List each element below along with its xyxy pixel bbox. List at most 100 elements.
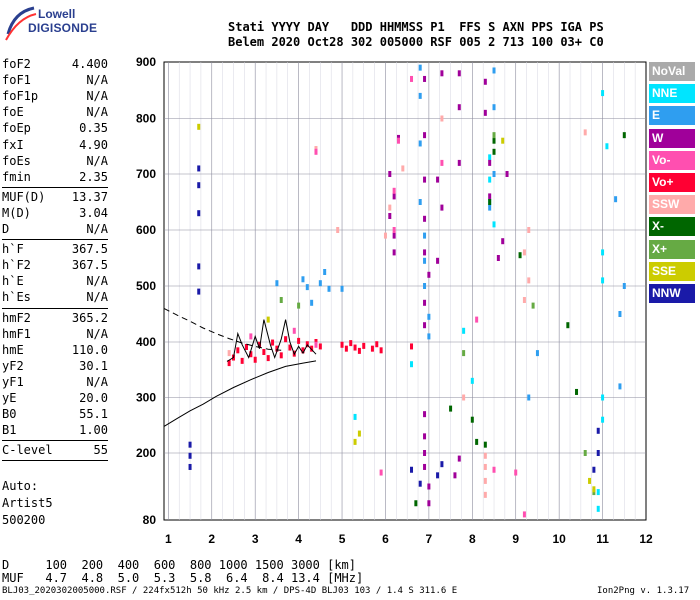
muf-row: MUF 4.7 4.8 5.0 5.3 5.8 6.4 8.4 13.4 [MH…: [2, 571, 364, 585]
data-point: [470, 416, 474, 423]
param-name: fxI: [2, 137, 24, 152]
data-point: [601, 90, 605, 97]
param-value: 0.35: [79, 121, 108, 136]
data-point: [275, 345, 279, 352]
legend-item: W: [649, 128, 695, 148]
param-value: 367.5: [71, 242, 108, 257]
data-point: [583, 450, 587, 456]
param-name: fmin: [2, 169, 31, 184]
param-name: foEp: [2, 121, 31, 136]
param-value: N/A: [86, 374, 108, 389]
data-point: [566, 322, 570, 329]
data-point: [353, 344, 357, 351]
legend-item: NoVal: [649, 62, 695, 81]
data-point: [492, 148, 496, 155]
data-point: [601, 249, 605, 256]
param-value: 3.04: [79, 205, 108, 220]
y-tick-label: 600: [136, 223, 156, 237]
y-tick-label: 300: [136, 391, 156, 405]
data-point: [418, 140, 422, 147]
data-point: [440, 70, 444, 77]
data-point: [314, 148, 318, 155]
data-point: [227, 350, 231, 357]
data-point: [535, 350, 539, 357]
logo-line2: DIGISONDE: [28, 21, 98, 35]
data-point: [527, 277, 531, 284]
auto-code: 500200: [2, 513, 46, 527]
data-point: [301, 347, 305, 354]
data-point: [501, 137, 505, 144]
data-point: [327, 285, 331, 292]
param-value: N/A: [86, 274, 108, 289]
data-point: [279, 352, 283, 359]
x-tick-label: 6: [382, 532, 389, 546]
data-point: [596, 505, 600, 512]
data-point: [301, 276, 305, 283]
data-point: [583, 129, 587, 136]
footer-version: Ion2Png v. 1.3.17: [597, 586, 690, 596]
y-tick-label: 800: [136, 112, 156, 126]
data-point: [427, 333, 431, 340]
param-row: foF2 4.400: [2, 57, 108, 73]
data-point: [449, 405, 453, 412]
data-point: [279, 297, 283, 303]
data-point: [457, 70, 461, 77]
data-point: [483, 78, 487, 85]
data-point: [392, 227, 396, 233]
param-value: 30.1: [79, 358, 108, 373]
data-point: [527, 227, 531, 233]
param-value: 55.1: [79, 407, 108, 422]
x-tick-label: 5: [339, 532, 346, 546]
data-point: [388, 213, 392, 219]
data-point: [505, 171, 509, 177]
data-point: [423, 411, 427, 418]
param-row: foEs N/A: [2, 154, 108, 170]
data-point: [492, 466, 496, 473]
data-point: [470, 377, 474, 384]
param-value: 1.00: [79, 423, 108, 438]
data-point: [197, 182, 201, 189]
param-row: yF1 N/A: [2, 375, 108, 391]
param-value: N/A: [86, 73, 108, 88]
param-separator: [2, 460, 108, 462]
data-point: [601, 277, 605, 284]
param-row: C-level 55: [2, 443, 108, 459]
data-point: [531, 302, 535, 309]
x-tick-label: 2: [208, 532, 215, 546]
data-point: [401, 165, 405, 172]
data-point: [440, 159, 444, 166]
data-point: [340, 285, 344, 292]
data-point: [475, 438, 479, 445]
data-point: [245, 343, 249, 350]
data-point: [488, 159, 492, 166]
data-point: [492, 137, 496, 144]
param-name: foE: [2, 105, 24, 120]
param-row: h`E N/A: [2, 274, 108, 290]
logo-line1: Lowell: [38, 7, 76, 21]
distance-row: D 100 200 400 600 800 1000 1500 3000 [km…: [2, 558, 357, 572]
x-tick-label: 8: [469, 532, 476, 546]
data-point: [418, 199, 422, 205]
data-point: [614, 196, 618, 203]
data-point: [462, 327, 466, 334]
data-point: [592, 486, 596, 493]
x-tick-label: 12: [639, 532, 653, 546]
data-point: [514, 469, 518, 476]
data-point: [423, 75, 427, 82]
data-point: [488, 154, 492, 161]
data-point: [297, 302, 301, 309]
param-separator: [2, 186, 108, 188]
data-point: [310, 299, 314, 306]
data-point: [492, 132, 496, 139]
data-point: [197, 165, 201, 172]
data-point: [596, 427, 600, 434]
data-point: [488, 199, 492, 205]
data-point: [262, 348, 266, 355]
data-point: [440, 461, 444, 468]
param-value: 2.35: [79, 169, 108, 184]
data-point: [457, 455, 461, 462]
data-point: [483, 452, 487, 459]
data-point: [596, 450, 600, 456]
data-point: [379, 469, 383, 476]
